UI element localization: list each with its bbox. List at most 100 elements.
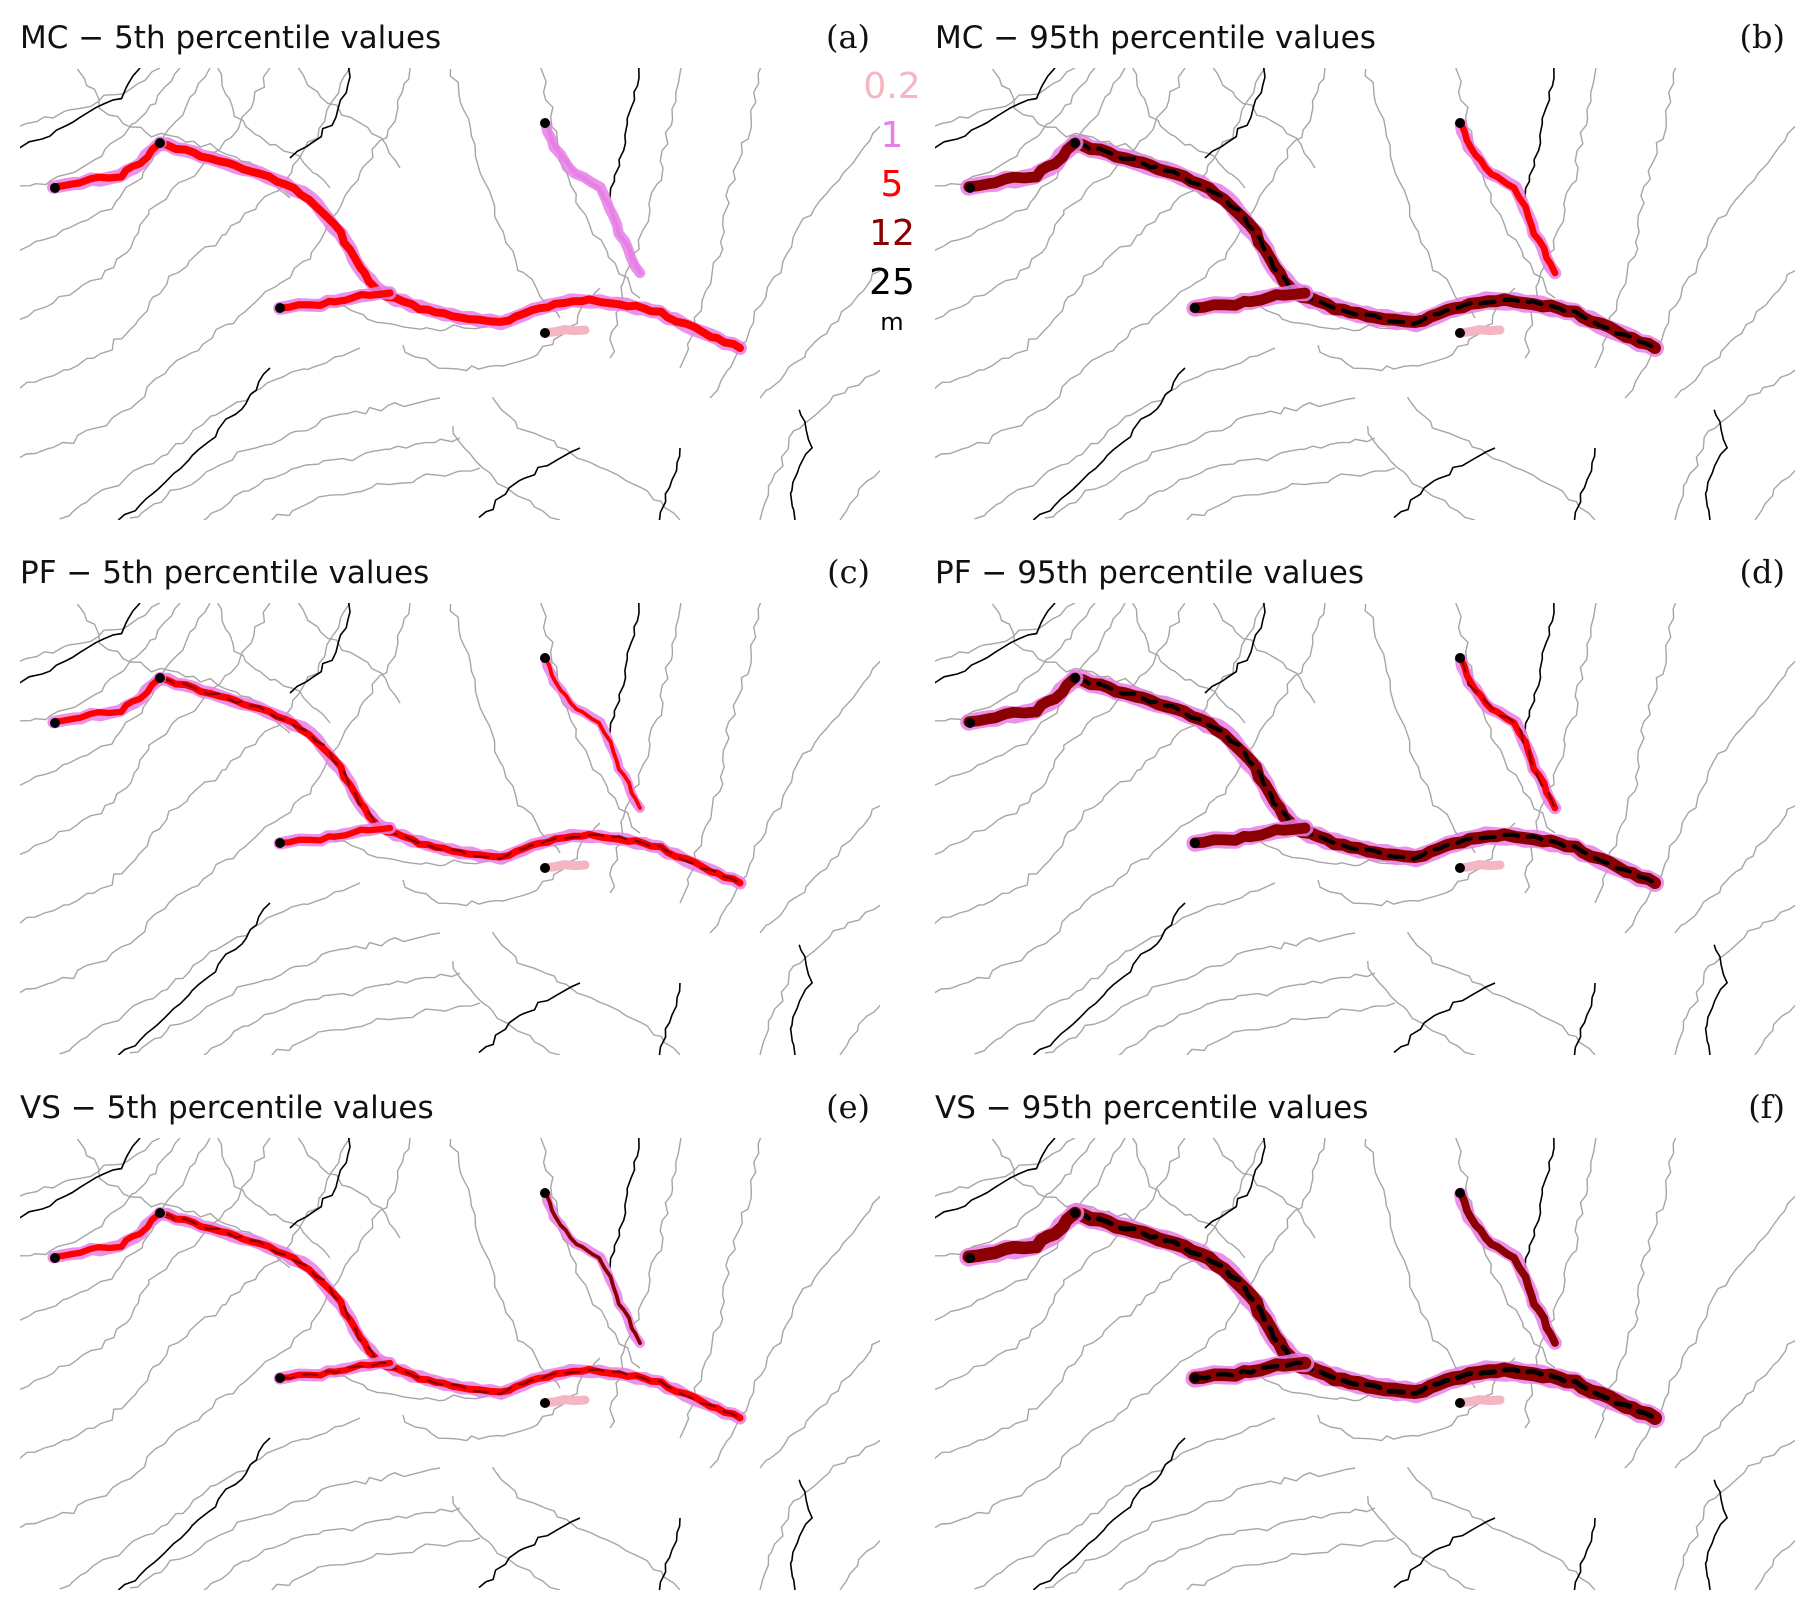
index-contour-line bbox=[1204, 68, 1266, 159]
contour-line bbox=[297, 603, 401, 704]
flow-inner bbox=[1460, 657, 1557, 810]
contour-line bbox=[271, 1537, 481, 1590]
index-contour-line bbox=[789, 944, 814, 1055]
contour-line bbox=[491, 396, 681, 520]
contour-line bbox=[203, 972, 461, 1055]
contour-line bbox=[203, 437, 461, 520]
contour-line bbox=[1367, 426, 1476, 520]
vent-point bbox=[1455, 653, 1465, 663]
index-contour-line bbox=[658, 1517, 681, 1590]
index-contour-line bbox=[478, 982, 581, 1054]
contour-line bbox=[1754, 469, 1795, 520]
contour-line bbox=[1406, 396, 1596, 520]
contour-line bbox=[20, 603, 181, 722]
contour-line bbox=[935, 603, 1126, 786]
contour-line bbox=[217, 68, 331, 189]
contour-line bbox=[935, 1138, 1266, 1460]
index-contour-line bbox=[1524, 68, 1555, 199]
contour-line bbox=[402, 1357, 601, 1442]
contour-line bbox=[935, 603, 1326, 994]
contour-line bbox=[1367, 1496, 1476, 1590]
contour-line bbox=[935, 1138, 1126, 1321]
contour-line bbox=[679, 68, 762, 369]
flow-core bbox=[1068, 1206, 1662, 1425]
vent-point bbox=[1070, 138, 1080, 148]
contour-line bbox=[540, 603, 641, 834]
flow-map bbox=[20, 1138, 880, 1590]
vent-point bbox=[1455, 1398, 1465, 1408]
contour-line bbox=[20, 603, 411, 994]
contour-line bbox=[1754, 1539, 1795, 1590]
contour-line bbox=[1674, 1340, 1795, 1469]
vent-point bbox=[965, 1253, 975, 1263]
vent-point bbox=[155, 673, 165, 683]
flow-light bbox=[540, 325, 590, 338]
contour-line bbox=[449, 68, 561, 319]
contour-line bbox=[1118, 972, 1376, 1055]
contour-line bbox=[1364, 603, 1476, 854]
index-contour-line bbox=[935, 603, 1056, 684]
legend-level-0.2: 0.2 bbox=[863, 66, 921, 107]
legend-level-5: 5 bbox=[880, 164, 904, 205]
flow-core bbox=[962, 1206, 1082, 1264]
contour-line bbox=[759, 904, 880, 1055]
contour-line bbox=[491, 1466, 681, 1590]
flow-map bbox=[20, 603, 880, 1055]
contour-line bbox=[974, 1417, 1276, 1590]
vent-point bbox=[1190, 1373, 1200, 1383]
vent-point bbox=[50, 183, 60, 193]
contour-line bbox=[271, 467, 481, 520]
vent-point bbox=[1455, 863, 1465, 873]
vent-point bbox=[275, 838, 285, 848]
contour-line bbox=[1118, 1507, 1376, 1590]
index-contour-line bbox=[1704, 944, 1729, 1055]
vent-point bbox=[540, 1398, 550, 1408]
contour-line bbox=[1455, 603, 1556, 834]
index-contour-line bbox=[1032, 367, 1186, 520]
contour-line bbox=[935, 1138, 1326, 1529]
contour-line bbox=[20, 68, 211, 251]
contour-line bbox=[935, 68, 1096, 187]
contour-line bbox=[59, 882, 361, 1055]
contour-line bbox=[1455, 1138, 1556, 1369]
contour-line bbox=[20, 603, 161, 662]
index-contour-line bbox=[658, 982, 681, 1055]
vent-point bbox=[275, 1373, 285, 1383]
legend-level-1: 1 bbox=[880, 115, 904, 156]
index-contour-line bbox=[1704, 409, 1729, 520]
vent-point bbox=[1455, 1188, 1465, 1198]
contour-line bbox=[935, 603, 1076, 662]
flow-light bbox=[540, 860, 590, 873]
index-contour-line bbox=[609, 68, 640, 199]
contour-line bbox=[452, 426, 561, 520]
vent-point bbox=[1070, 673, 1080, 683]
vent-point bbox=[1455, 118, 1465, 128]
contour-line bbox=[1132, 1138, 1246, 1259]
flow-core bbox=[963, 137, 1081, 193]
flow-core bbox=[50, 674, 164, 725]
flow-core bbox=[276, 289, 394, 312]
vent-point bbox=[50, 718, 60, 728]
contour-line bbox=[1132, 603, 1246, 724]
contour-line bbox=[1754, 1004, 1795, 1055]
index-contour-line bbox=[789, 409, 814, 520]
contour-line bbox=[449, 1138, 561, 1389]
contour-line bbox=[20, 1138, 211, 1321]
vent-point bbox=[275, 303, 285, 313]
legend-unit: m bbox=[880, 308, 904, 336]
index-contour-line bbox=[1704, 1479, 1729, 1590]
flow-inner bbox=[1192, 1360, 1308, 1381]
index-contour-line bbox=[609, 1138, 640, 1269]
index-contour-line bbox=[1573, 447, 1596, 520]
index-contour-line bbox=[20, 1138, 141, 1219]
contour-line bbox=[1186, 1537, 1396, 1590]
panel-letter: (a) bbox=[825, 18, 870, 56]
contour-line bbox=[759, 1439, 880, 1590]
contour-line bbox=[974, 882, 1276, 1055]
contour-line bbox=[491, 931, 681, 1055]
flow-inner bbox=[1073, 141, 1658, 351]
contour-line bbox=[1367, 961, 1476, 1055]
contour-line bbox=[297, 68, 401, 169]
panel-b: MC − 95th percentile values (b) bbox=[935, 18, 1795, 520]
flow-core bbox=[50, 139, 164, 191]
